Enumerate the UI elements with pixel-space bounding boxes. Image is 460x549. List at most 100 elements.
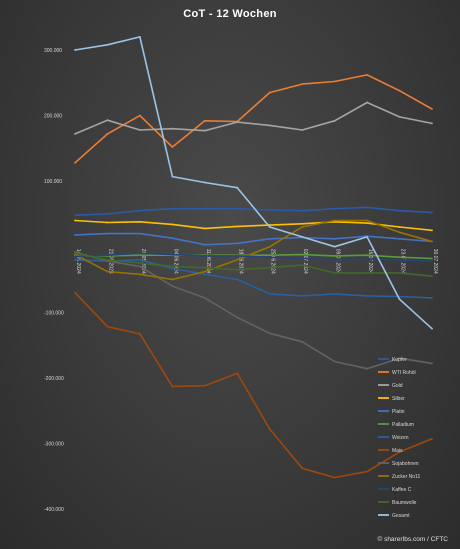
series-line: [74, 258, 433, 299]
data-point: [139, 232, 141, 235]
data-point: [366, 254, 368, 257]
data-point: [74, 133, 76, 135]
data-point: [106, 213, 109, 215]
series-sojabohnen: [74, 251, 433, 370]
data-point: [268, 237, 271, 240]
data-point: [366, 235, 368, 238]
legend-label: Mais: [392, 448, 403, 454]
data-point: [236, 316, 239, 319]
data-point: [333, 219, 336, 222]
data-point: [366, 222, 368, 225]
data-point: [268, 428, 271, 430]
data-point: [171, 127, 174, 130]
data-point: [268, 332, 271, 335]
data-point: [106, 119, 109, 122]
data-point: [333, 207, 336, 210]
series-zucker-no11: [74, 219, 433, 281]
series-gold: [74, 101, 433, 135]
data-point: [139, 35, 141, 38]
data-point: [333, 293, 336, 295]
data-point: [366, 258, 368, 261]
data-point: [301, 235, 304, 238]
legend-item: Gesamt: [378, 513, 410, 519]
data-point: [139, 254, 141, 257]
data-point: [431, 240, 433, 243]
data-point: [74, 49, 76, 51]
data-point: [366, 206, 368, 209]
legend-item: Mais: [378, 448, 403, 454]
chart-title: CoT - 12 Wochen: [183, 8, 277, 20]
data-point: [431, 362, 433, 365]
data-point: [398, 89, 401, 92]
credit-text: © sharerIbs.com / CFTC: [377, 535, 448, 543]
legend-item: Zucker No11: [378, 474, 420, 480]
data-point: [171, 267, 174, 270]
data-point: [106, 133, 109, 135]
data-point: [203, 181, 206, 184]
data-point: [301, 209, 304, 212]
data-point: [366, 367, 368, 370]
data-point: [106, 254, 109, 257]
data-point: [139, 209, 141, 212]
data-point: [268, 209, 271, 211]
data-point: [333, 272, 336, 274]
data-point: [301, 226, 304, 228]
legend-label: Zucker No11: [392, 474, 420, 480]
legend-item: WTI Rohöl: [378, 370, 416, 376]
data-point: [74, 255, 76, 258]
legend-label: Platin: [392, 409, 405, 415]
legend-item: Kaffee C: [378, 487, 412, 493]
data-point: [236, 207, 239, 210]
legend-item: Sojabohnen: [378, 461, 419, 467]
legend-label: Weizen: [392, 435, 409, 441]
data-point: [236, 258, 239, 261]
data-point: [268, 124, 271, 127]
legend-item: Baumwolle: [378, 500, 417, 506]
y-tick-label: -100.000: [44, 310, 64, 316]
data-point: [398, 357, 401, 360]
series-baumwolle: [74, 252, 433, 278]
x-tick-label: 30.07.2024: [432, 249, 438, 274]
data-point: [431, 122, 433, 125]
x-tick-label: 09.07.2024: [335, 249, 341, 274]
data-point: [398, 451, 401, 453]
data-point: [171, 285, 174, 287]
data-point: [333, 245, 336, 248]
data-point: [236, 278, 239, 281]
data-point: [366, 74, 368, 76]
data-point: [106, 260, 109, 263]
data-point: [139, 265, 141, 268]
series-kaffee-c: [74, 252, 433, 263]
data-point: [171, 265, 174, 268]
data-point: [236, 242, 239, 245]
series-line: [74, 101, 433, 135]
data-point: [268, 293, 271, 295]
series-line: [74, 219, 433, 281]
series-platin: [74, 232, 433, 246]
data-point: [268, 254, 271, 257]
data-point: [171, 237, 174, 240]
data-point: [74, 251, 76, 253]
data-point: [203, 296, 206, 299]
x-tick-label: 16.07.2024: [367, 249, 373, 274]
series-line: [74, 206, 433, 216]
data-point: [366, 101, 368, 104]
data-point: [139, 252, 141, 255]
x-tick-label: 25.06.2024: [270, 249, 276, 274]
data-point: [431, 211, 433, 214]
data-point: [203, 273, 206, 276]
data-point: [398, 231, 401, 234]
data-point: [366, 272, 368, 274]
data-point: [203, 129, 206, 132]
x-tick-label: 02.07.2024: [302, 249, 308, 274]
data-point: [171, 278, 174, 281]
data-point: [74, 258, 76, 261]
data-point: [301, 253, 304, 256]
data-point: [333, 476, 336, 479]
data-point: [301, 222, 304, 225]
data-point: [203, 384, 206, 387]
data-point: [431, 257, 433, 260]
data-point: [106, 258, 109, 261]
legend-label: Kaffee C: [392, 487, 412, 493]
